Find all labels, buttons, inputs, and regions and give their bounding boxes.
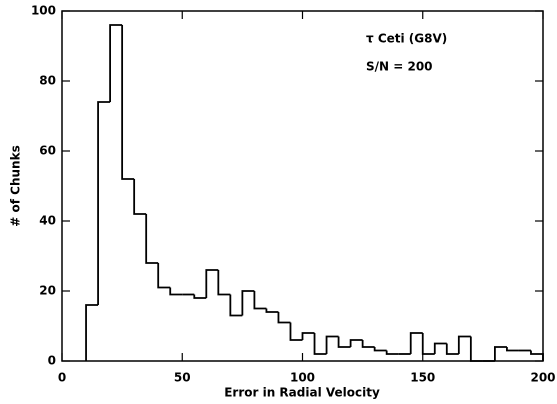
histogram-bar	[385, 350, 399, 355]
histogram-bar	[265, 308, 279, 313]
histogram-bar	[121, 25, 135, 180]
histogram-bar	[217, 270, 231, 296]
histogram-bar	[109, 24, 123, 102]
y-tick-label: 20	[39, 284, 56, 298]
y-tick-label: 100	[31, 4, 56, 18]
x-tick-label: 200	[530, 371, 555, 385]
histogram-bar	[289, 322, 303, 341]
x-tick-label: 150	[410, 371, 435, 385]
x-tick-label: 100	[290, 371, 315, 385]
histogram-bar	[325, 335, 339, 354]
histogram-bar	[241, 290, 255, 316]
histogram-bar	[169, 287, 183, 296]
y-tick-label: 80	[39, 74, 56, 88]
histogram-bar	[530, 350, 544, 361]
histogram-bar	[145, 214, 159, 264]
histogram-bar	[301, 332, 315, 340]
x-axis-label: Error in Radial Velocity	[224, 386, 380, 400]
histogram-bar	[433, 342, 447, 354]
histogram-bar	[337, 336, 351, 348]
histogram-bar	[97, 101, 111, 305]
histogram-bar	[205, 269, 219, 298]
histogram-bar	[193, 294, 207, 299]
histogram-bar	[253, 291, 267, 310]
x-tick-label: 50	[174, 371, 191, 385]
histogram-bar	[349, 339, 363, 347]
y-axis-label: # of Chunks	[9, 145, 23, 226]
histogram-bar	[133, 179, 147, 215]
histogram-bar	[445, 343, 459, 355]
histogram-bar	[277, 312, 291, 324]
x-tick-label: 0	[58, 371, 66, 385]
histogram-bar	[409, 332, 423, 354]
annotation: S/N = 200	[366, 60, 433, 74]
histogram-bar	[494, 346, 507, 361]
histogram-bar	[313, 333, 327, 355]
histogram-bar	[157, 263, 171, 289]
histogram-bar	[421, 333, 435, 355]
histogram-bar	[373, 347, 387, 352]
histogram-bar	[457, 335, 471, 354]
y-tick-label: 60	[39, 144, 56, 158]
histogram-bar	[229, 294, 243, 317]
histogram-bar	[85, 304, 99, 361]
annotation: τ Ceti (G8V)	[366, 32, 447, 46]
y-tick-label: 0	[48, 354, 56, 368]
histogram-bar	[361, 340, 375, 348]
histogram-bar	[506, 347, 519, 352]
histogram-bar	[469, 336, 483, 362]
y-tick-label: 40	[39, 214, 56, 228]
